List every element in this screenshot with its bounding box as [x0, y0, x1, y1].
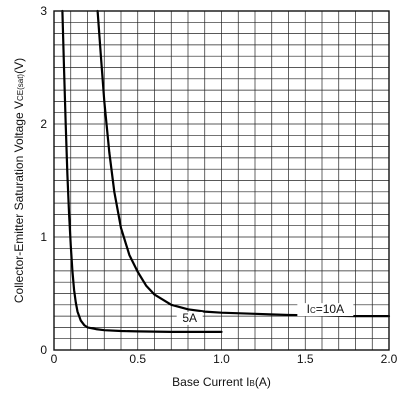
- grid: [54, 11, 389, 350]
- y-tick-label: 3: [40, 4, 47, 18]
- y-tick-label: 2: [40, 117, 47, 131]
- tick-labels: 0 0.5 1.0 1.5 2.0 0 1 2 3: [40, 4, 397, 366]
- series-label-backing: [297, 303, 354, 317]
- series-labels: IC=10A 5A: [176, 302, 354, 325]
- series-curves: [61, 9, 391, 333]
- x-tick-label: 0: [51, 352, 58, 366]
- series-curve-ic-10a: [96, 9, 391, 318]
- x-tick-label: 0.5: [129, 352, 146, 366]
- x-tick-label: 1.5: [297, 352, 314, 366]
- plot-frame: [53, 10, 390, 351]
- series-label-5a: 5A: [182, 311, 197, 325]
- x-tick-label: 1.0: [213, 352, 230, 366]
- series-label-ic-10a: IC=10A: [307, 302, 344, 316]
- y-axis-title: Collector-Emitter Saturation Voltage VCE…: [12, 58, 26, 303]
- series-curve-5a: [61, 9, 223, 333]
- x-axis-title: Base Current IB(A): [172, 375, 271, 389]
- x-tick-label: 2.0: [381, 352, 398, 366]
- y-tick-label: 0: [40, 343, 47, 357]
- series-label-backing: [176, 311, 203, 325]
- y-tick-label: 1: [40, 230, 47, 244]
